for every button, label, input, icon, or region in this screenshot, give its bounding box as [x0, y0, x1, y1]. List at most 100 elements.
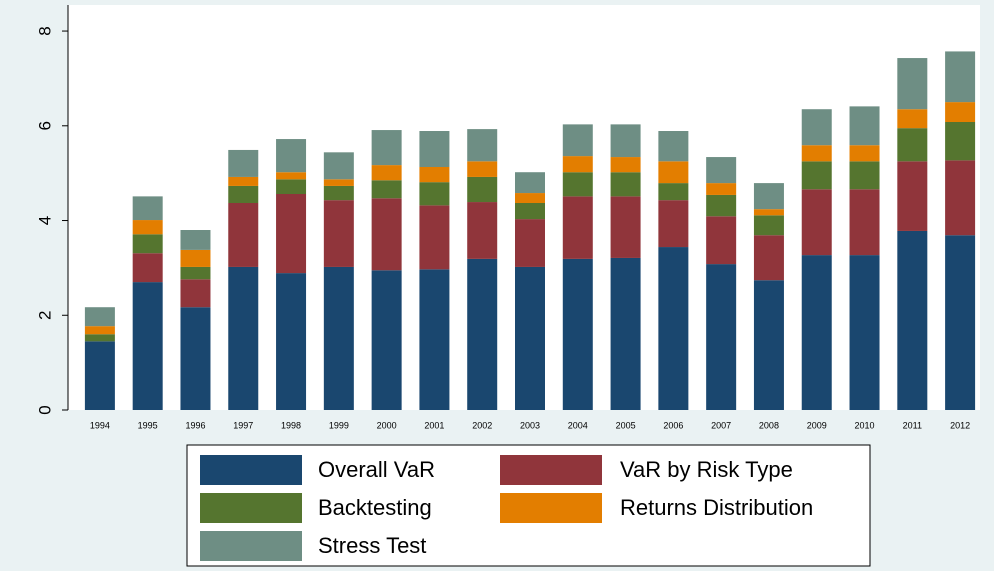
legend-label: Stress Test — [318, 533, 426, 558]
x-tick-label: 2001 — [424, 420, 444, 430]
bar-segment — [132, 282, 163, 410]
bar-segment — [897, 109, 928, 129]
bar-segment — [753, 280, 784, 410]
bar-segment — [323, 179, 354, 186]
bar-segment — [849, 255, 880, 410]
y-tick-label: 0 — [35, 405, 54, 414]
bar-segment — [323, 200, 354, 267]
x-tick-label: 2007 — [711, 420, 731, 430]
bar-segment — [515, 172, 545, 194]
bar-segment — [658, 161, 689, 184]
legend-key — [500, 455, 602, 485]
legend-label: Overall VaR — [318, 457, 435, 482]
x-tick-label: 2004 — [568, 420, 588, 430]
x-tick-label: 2008 — [759, 420, 779, 430]
bar-segment — [897, 128, 928, 162]
bar-segment — [180, 249, 211, 267]
bar-segment — [84, 326, 115, 335]
bar-segment — [706, 157, 737, 184]
y-tick-label: 2 — [35, 311, 54, 320]
bar-segment — [371, 180, 402, 199]
x-tick-label: 2012 — [950, 420, 970, 430]
x-tick-label: 2005 — [616, 420, 636, 430]
bar-segment — [228, 266, 259, 410]
bar-segment — [371, 270, 402, 410]
bar-segment — [610, 157, 641, 173]
bar-segment — [801, 109, 832, 146]
bar-segment — [562, 258, 593, 410]
bar-segment — [276, 194, 307, 274]
bar-segment — [945, 122, 976, 161]
bar-segment — [562, 196, 593, 259]
bar-segment — [658, 183, 689, 201]
x-tick-label: 2011 — [903, 420, 922, 430]
bar-segment — [371, 130, 402, 166]
legend-label: VaR by Risk Type — [620, 457, 793, 482]
legend-key — [200, 531, 302, 561]
legend-key — [500, 493, 602, 523]
bar-segment — [132, 234, 163, 254]
bar-segment — [419, 269, 450, 410]
bar-segment — [132, 253, 163, 283]
x-tick-label: 2006 — [663, 420, 683, 430]
x-tick-label: 1996 — [185, 420, 205, 430]
bar-segment — [515, 193, 545, 203]
bar-segment — [801, 145, 832, 162]
bar-segment — [419, 182, 450, 206]
bar-segment — [419, 167, 450, 183]
legend-key — [200, 455, 302, 485]
bar-segment — [706, 194, 737, 217]
bar-segment — [228, 176, 259, 186]
x-tick-label: 2009 — [807, 420, 827, 430]
y-tick-label: 4 — [35, 216, 54, 225]
bar-segment — [132, 196, 163, 221]
bar-segment — [371, 165, 402, 181]
bar-segment — [610, 257, 641, 410]
bar-segment — [706, 183, 737, 195]
bar-segment — [753, 209, 784, 216]
x-tick-label: 2003 — [520, 420, 540, 430]
bar-segment — [562, 172, 593, 197]
bar-segment — [276, 273, 307, 410]
bar-segment — [467, 258, 498, 410]
bar-segment — [801, 255, 832, 410]
bar-segment — [658, 247, 689, 410]
y-tick-label: 6 — [35, 121, 54, 130]
legend-label: Backtesting — [318, 495, 432, 520]
bar-segment — [419, 205, 450, 270]
bar-segment — [180, 230, 211, 250]
bar-segment — [849, 189, 880, 256]
bar-segment — [467, 129, 498, 162]
bar-segment — [610, 172, 641, 197]
bar-segment — [84, 341, 115, 410]
legend-label: Returns Distribution — [620, 495, 813, 520]
bar-segment — [658, 131, 689, 162]
bar-segment — [658, 200, 689, 248]
bar-segment — [515, 219, 545, 267]
x-tick-label: 1998 — [281, 420, 301, 430]
bar-segment — [467, 202, 498, 259]
bar-segment — [180, 279, 211, 308]
bar-segment — [945, 51, 976, 103]
bar-segment — [180, 307, 211, 410]
bar-segment — [706, 216, 737, 265]
bar-segment — [228, 203, 259, 267]
y-tick-label: 8 — [35, 26, 54, 35]
bar-segment — [467, 161, 498, 177]
bar-segment — [562, 124, 593, 157]
bar-segment — [849, 161, 880, 190]
bar-segment — [945, 102, 976, 122]
bar-segment — [515, 266, 545, 410]
bar-segment — [753, 215, 784, 236]
bar-segment — [849, 145, 880, 162]
bar-segment — [706, 264, 737, 410]
bar-segment — [228, 185, 259, 203]
bar-segment — [419, 131, 450, 167]
bar-segment — [945, 235, 976, 410]
bar-segment — [276, 179, 307, 194]
x-tick-label: 2002 — [472, 420, 492, 430]
x-tick-label: 1999 — [329, 420, 349, 430]
bar-segment — [945, 160, 976, 236]
